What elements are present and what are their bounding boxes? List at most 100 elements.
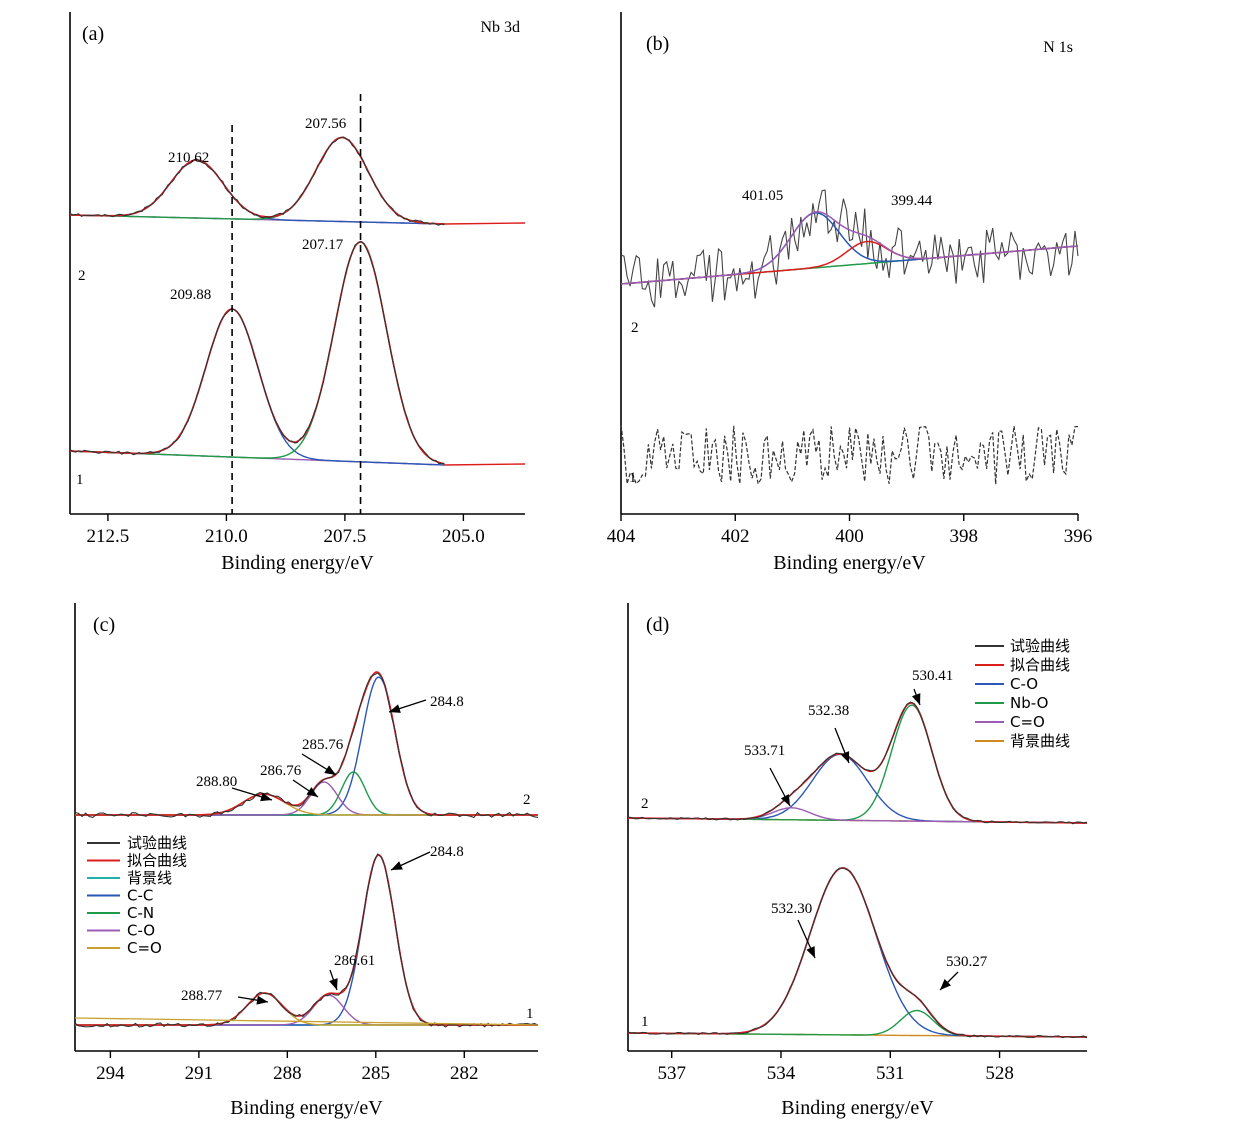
- x-tick-label: 404: [607, 526, 636, 547]
- x-tick-label: 531: [876, 1063, 905, 1084]
- component-peak: [75, 771, 538, 816]
- legend-entry: 背景线: [127, 869, 172, 887]
- annotation-arrow-head: [260, 792, 272, 802]
- peak-label: 288.77: [181, 988, 223, 1004]
- raw-spectrum: [627, 701, 1088, 825]
- raw-spectrum: [74, 853, 539, 1028]
- x-axis-label: Binding energy/eV: [773, 552, 926, 574]
- legend-entry: C-N: [127, 904, 154, 922]
- curve-label: 1: [641, 1014, 649, 1030]
- annotation-arrow-head: [389, 704, 401, 713]
- peak-label: 530.27: [946, 954, 988, 970]
- annotation-arrow-head: [940, 979, 951, 990]
- legend-entry: 拟合曲线: [1010, 656, 1070, 674]
- curve-label: 1: [629, 470, 637, 486]
- fit-curve: [69, 241, 445, 465]
- raw-spectrum: [74, 672, 539, 819]
- component-peak: [75, 793, 538, 816]
- panel-c: 294 291 288 285 282 Binding energy/eV (c) 284.8…: [74, 603, 539, 1119]
- x-axis-label: Binding energy/eV: [221, 552, 374, 574]
- panel-label: (c): [93, 614, 115, 636]
- raw-spectrum: [620, 424, 1079, 486]
- component-peak: [620, 212, 1079, 285]
- x-tick-label: 534: [767, 1063, 796, 1084]
- x-tick-label: 210.0: [205, 526, 248, 547]
- legend-entry: Nb-O: [1010, 694, 1048, 712]
- x-tick-label: 528: [985, 1063, 1014, 1084]
- peak-label: 284.8: [430, 844, 464, 860]
- annotation-arrow-head: [806, 946, 815, 958]
- curve-label: 1: [526, 1006, 534, 1022]
- raw-spectrum: [69, 136, 445, 226]
- panel-a: 212.5 210.0 207.5 205.0 Binding energy/eV (a)…: [69, 12, 526, 574]
- peak-label: 532.38: [808, 703, 849, 719]
- annotation-arrow-head: [780, 794, 790, 806]
- panel-label: (a): [82, 23, 104, 45]
- panel-title: Nb 3d: [480, 19, 520, 36]
- fit-curve: [628, 867, 1087, 1038]
- component-peak: [75, 994, 538, 1026]
- x-tick-label: 205.0: [442, 526, 485, 547]
- x-tick-label: 212.5: [87, 526, 130, 547]
- x-tick-label: 288: [273, 1063, 302, 1084]
- x-tick-label: 400: [835, 526, 864, 547]
- curve-label: 2: [523, 792, 531, 808]
- peak-label: 399.44: [891, 193, 933, 209]
- x-axis-label: Binding energy/eV: [230, 1097, 383, 1119]
- legend-entry: 试验曲线: [127, 834, 187, 852]
- x-axis-label: Binding energy/eV: [781, 1097, 934, 1119]
- peak-label: 209.88: [170, 287, 211, 303]
- x-tick-label: 291: [185, 1063, 214, 1084]
- legend-entry: C=O: [127, 939, 162, 957]
- annotation-arrow-head: [256, 995, 268, 1005]
- fit-tail: [444, 222, 526, 225]
- component-peak: [628, 807, 1087, 824]
- legend-entry: 拟合曲线: [127, 852, 187, 870]
- annotation-arrow-head: [329, 978, 338, 990]
- x-tick-label: 294: [96, 1063, 125, 1084]
- legend-entry: 背景曲线: [1010, 732, 1070, 750]
- fit-curve: [620, 211, 1079, 285]
- annotation-arrow-head: [911, 693, 921, 705]
- fit-tail: [444, 463, 526, 466]
- peak-label: 207.56: [305, 116, 347, 132]
- peak-label: 286.61: [334, 953, 375, 969]
- raw-spectrum: [627, 867, 1088, 1039]
- component-peak: [75, 992, 538, 1026]
- peak-label: 532.30: [771, 901, 812, 917]
- raw-spectrum: [620, 189, 1079, 308]
- annotation-arrow-head: [306, 787, 318, 797]
- peak-label: 210.62: [168, 150, 209, 166]
- legend-entry: C-C: [127, 887, 153, 905]
- curve-label: 2: [631, 320, 639, 336]
- component-peak: [69, 241, 445, 465]
- x-tick-label: 537: [657, 1063, 686, 1084]
- x-tick-label: 398: [950, 526, 979, 547]
- component-peak: [70, 136, 445, 225]
- peak-label: 533.71: [744, 743, 785, 759]
- background-line: [74, 1017, 539, 1026]
- legend-entry: C=O: [1010, 713, 1045, 731]
- peak-label: 286.76: [260, 763, 302, 779]
- panel-label: (b): [646, 33, 669, 55]
- legend-entry: C-O: [127, 922, 155, 940]
- curve-label: 2: [641, 796, 649, 812]
- panel-label: (d): [646, 614, 669, 636]
- annotation-arrow-head: [391, 861, 403, 870]
- peak-label: 207.17: [302, 237, 344, 253]
- peak-label: 284.8: [430, 694, 464, 710]
- peak-label: 401.05: [742, 188, 783, 204]
- x-tick-label: 285: [362, 1063, 391, 1084]
- panel-title: N 1s: [1043, 39, 1073, 56]
- legend-entry: 试验曲线: [1010, 637, 1070, 655]
- fit-curve: [70, 136, 445, 225]
- component-peak: [69, 308, 445, 466]
- x-tick-label: 282: [450, 1063, 479, 1084]
- peak-label: 530.41: [912, 668, 953, 684]
- peak-label: 288.80: [196, 774, 237, 790]
- annotation-arrow-head: [324, 765, 336, 775]
- curve-label: 1: [76, 472, 84, 488]
